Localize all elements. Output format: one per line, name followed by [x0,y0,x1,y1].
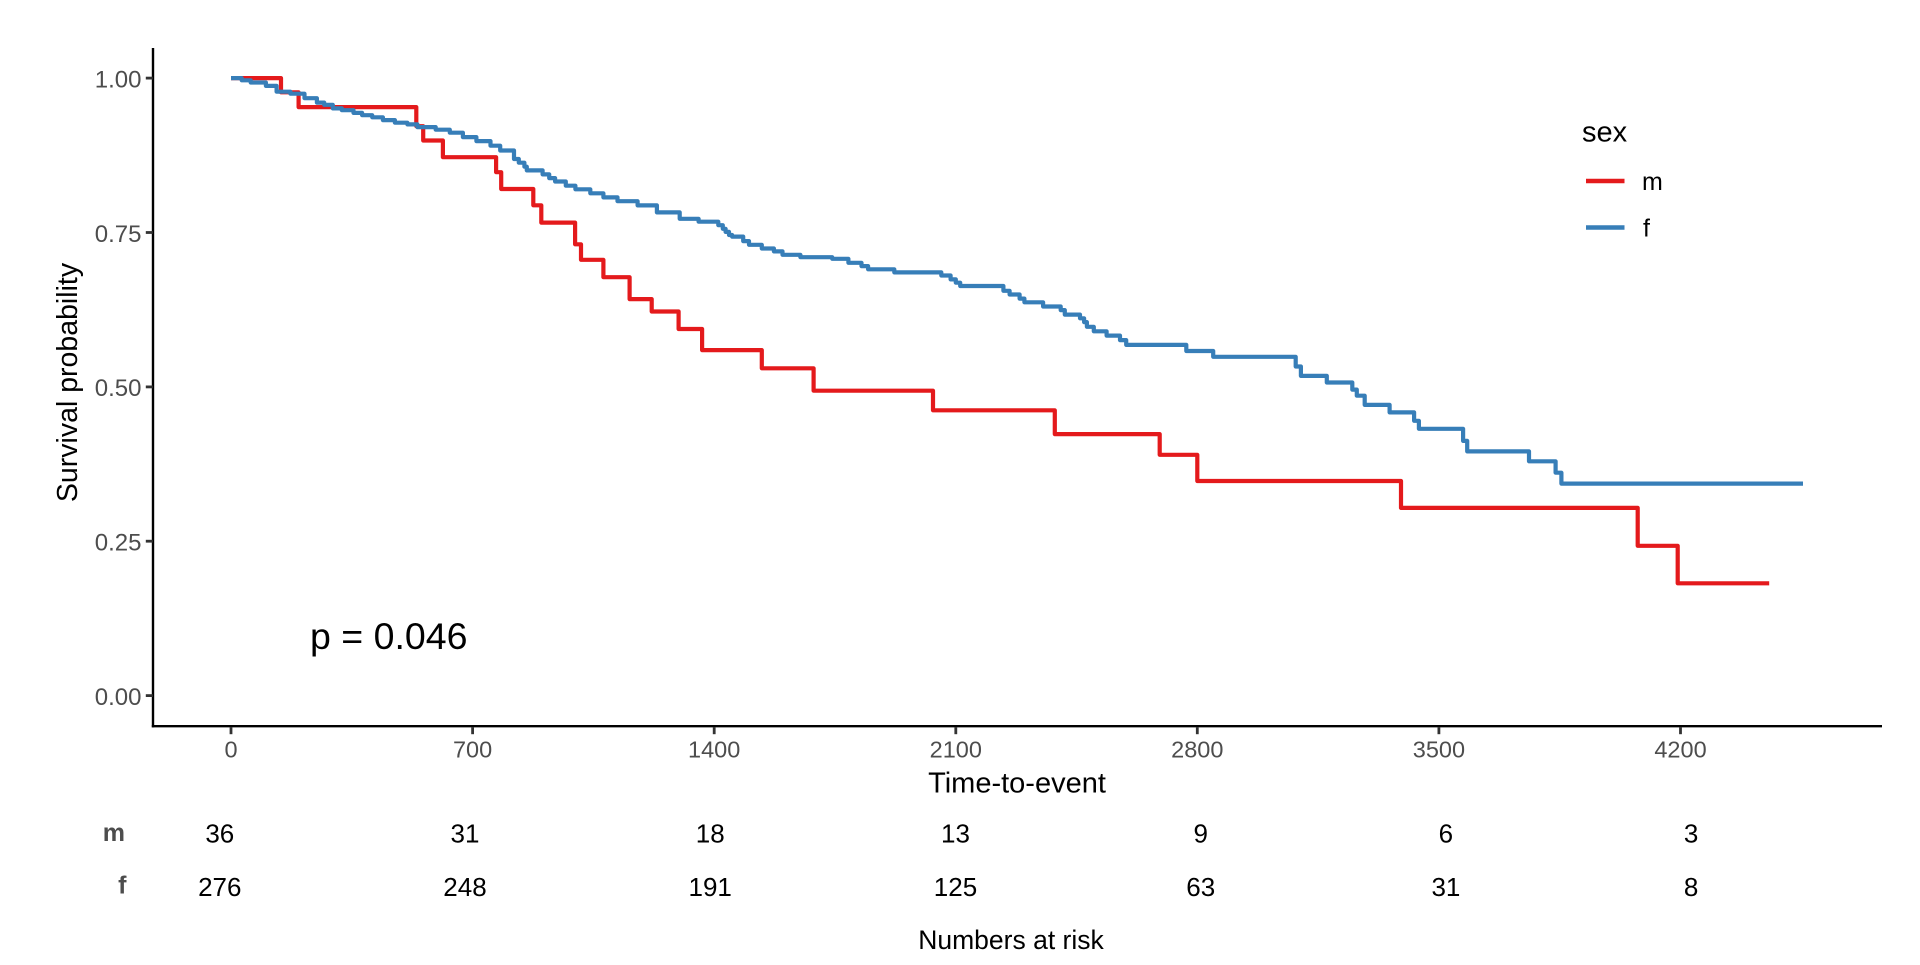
svg-text:31: 31 [451,819,480,849]
svg-text:0: 0 [224,737,237,763]
svg-text:f: f [1643,215,1650,243]
svg-text:191: 191 [689,872,732,902]
svg-text:700: 700 [453,737,492,763]
svg-text:p = 0.046: p = 0.046 [310,615,467,657]
svg-text:m: m [1642,168,1663,196]
svg-text:13: 13 [941,819,970,849]
svg-text:63: 63 [1186,872,1215,902]
svg-text:248: 248 [443,872,486,902]
svg-text:2800: 2800 [1171,737,1223,763]
svg-text:1.00: 1.00 [95,66,142,93]
svg-text:18: 18 [696,819,725,849]
svg-text:sex: sex [1582,117,1628,149]
svg-text:m: m [103,819,125,847]
svg-text:4200: 4200 [1654,737,1706,763]
svg-text:Survival probability: Survival probability [52,262,84,502]
svg-text:f: f [118,872,127,900]
svg-text:36: 36 [205,819,234,849]
svg-text:0.50: 0.50 [95,375,142,402]
svg-text:6: 6 [1439,819,1453,849]
svg-text:0.25: 0.25 [95,530,142,557]
svg-text:Time-to-event: Time-to-event [928,768,1106,800]
svg-text:276: 276 [198,872,241,902]
svg-text:1400: 1400 [688,737,740,763]
svg-text:Numbers at risk: Numbers at risk [918,925,1104,955]
svg-text:0.00: 0.00 [95,684,142,711]
svg-text:125: 125 [934,872,977,902]
svg-text:3: 3 [1684,819,1698,849]
svg-text:31: 31 [1431,872,1460,902]
svg-text:8: 8 [1684,872,1698,902]
svg-text:3500: 3500 [1413,737,1465,763]
svg-text:2100: 2100 [930,737,982,763]
svg-text:0.75: 0.75 [95,221,142,248]
svg-text:9: 9 [1193,819,1207,849]
